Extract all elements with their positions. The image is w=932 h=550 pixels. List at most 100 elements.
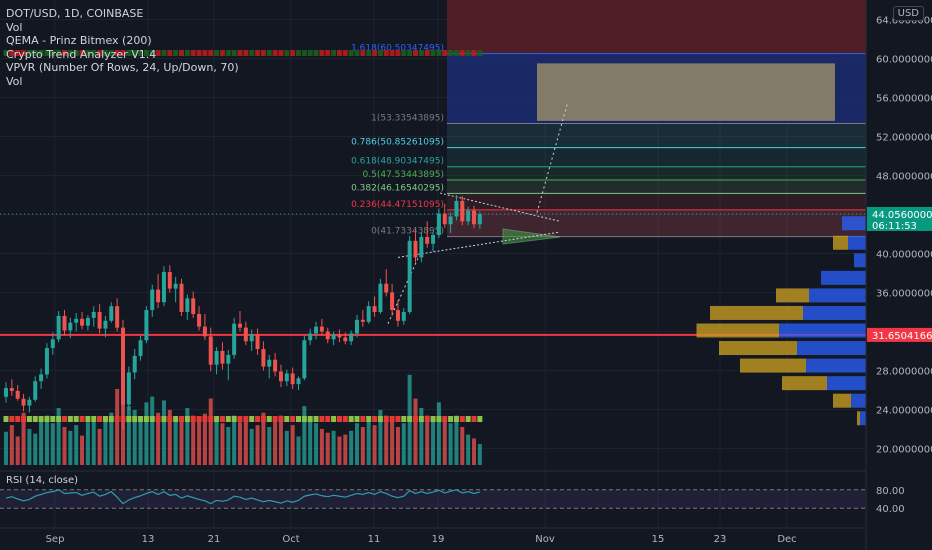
volume-bar (80, 435, 85, 465)
fib-label-1: 1(53.33543895) (371, 113, 444, 123)
trend-dot (255, 416, 261, 422)
candle-body (355, 319, 359, 334)
trend-dot (389, 50, 395, 56)
candle-body (454, 200, 459, 217)
volume-bar (85, 422, 90, 465)
trend-dot (360, 50, 366, 56)
trend-dot (260, 416, 266, 422)
candle-body (390, 292, 395, 311)
volume-bar (202, 413, 207, 465)
trend-dot (126, 50, 132, 56)
volume-bar (384, 415, 389, 465)
fib-label-0: 0(41.73343895) (371, 227, 444, 237)
price-tick-label: 60.00000000 (876, 55, 932, 66)
trend-dot (56, 50, 62, 56)
trend-dot (143, 416, 149, 422)
trend-dot (79, 416, 85, 422)
trend-dot (231, 50, 237, 56)
volume-bar (15, 436, 20, 465)
legend-volume-2[interactable]: Vol (6, 74, 23, 88)
legend-volume[interactable]: Vol (6, 20, 23, 34)
candle-body (115, 306, 120, 328)
countdown-text: 06:11:53 (872, 221, 917, 232)
candle-body (62, 315, 67, 331)
trend-dot (407, 416, 413, 422)
vp-down-bar (782, 376, 827, 391)
trend-dot (459, 416, 465, 422)
volume-bar (278, 415, 283, 465)
currency-button[interactable]: USD (892, 6, 924, 21)
candle-body (15, 390, 20, 399)
volume-bar (477, 444, 482, 465)
trend-dot (354, 50, 360, 56)
trend-dot (407, 50, 413, 56)
trend-dot (179, 50, 184, 56)
volume-bar (472, 438, 476, 465)
candle-body (431, 234, 436, 244)
trend-dot (477, 416, 483, 422)
symbol-title[interactable]: DOT/USD, 1D, COINBASE (6, 7, 144, 20)
vp-up-bar (848, 235, 866, 250)
trend-dot (442, 50, 448, 56)
legend-qema[interactable]: QEMA - Prinz Bitmex (200) (6, 34, 152, 47)
candle-body (477, 213, 482, 225)
candle-body (302, 340, 307, 379)
vp-up-bar (809, 288, 866, 303)
trend-dot (453, 416, 459, 422)
rsi-tick-label: 80.00 (876, 486, 905, 497)
trend-dot (395, 50, 401, 56)
trend-dot (208, 416, 214, 422)
trend-dot (132, 416, 138, 422)
trend-dot (91, 50, 97, 56)
trend-dot (67, 416, 73, 422)
candle-body (284, 373, 289, 382)
candle-body (425, 236, 430, 244)
vp-down-bar (833, 393, 851, 408)
vp-down-bar (740, 358, 806, 373)
trend-dot (62, 416, 67, 422)
legend-vpvr[interactable]: VPVR (Number Of Rows, 24, Up/Down, 70) (6, 61, 239, 74)
trend-dot (155, 416, 161, 422)
projection-line (387, 258, 419, 324)
price-tick-label: 28.00000000 (876, 367, 932, 378)
trend-dot (331, 50, 337, 56)
triangle-pattern (502, 228, 561, 245)
volume-bar (284, 430, 289, 465)
trend-dot (214, 50, 220, 56)
candle-body (226, 354, 231, 364)
volume-bar (436, 402, 441, 465)
price-tick-label: 64.00000000 (876, 16, 932, 27)
trend-dot (26, 50, 32, 56)
candle-body (156, 289, 161, 303)
trend-dot (102, 50, 108, 56)
fib-band (447, 193, 866, 210)
vp-down-bar (833, 235, 848, 250)
trend-dot (184, 416, 190, 422)
time-tick-label: 21 (208, 534, 221, 545)
rsi-legend[interactable]: RSI (14, close) (6, 475, 79, 486)
trend-dot (348, 416, 354, 422)
candle-body (238, 323, 242, 328)
trend-dot (32, 50, 38, 56)
candle-body (366, 306, 371, 322)
volume-bar (97, 428, 102, 465)
legend-crypto-trend[interactable]: Crypto Trend Analyzer V1.4 (6, 47, 157, 61)
trend-dot (237, 416, 243, 422)
candle-body (308, 333, 313, 341)
fib-band (447, 123, 866, 148)
trend-dot (348, 50, 354, 56)
candle-body (273, 359, 278, 372)
candle-body (202, 326, 207, 337)
candle-body (109, 306, 114, 321)
trend-dot (190, 50, 196, 56)
trend-dot (471, 50, 477, 56)
candle-body (214, 351, 219, 365)
trend-dot (56, 416, 62, 422)
trend-dot (237, 50, 243, 56)
volume-bar (349, 430, 354, 465)
trend-dot (79, 50, 85, 56)
volume-bar (220, 423, 225, 465)
candle-body (68, 322, 73, 331)
price-tick-label: 52.00000000 (876, 133, 932, 144)
